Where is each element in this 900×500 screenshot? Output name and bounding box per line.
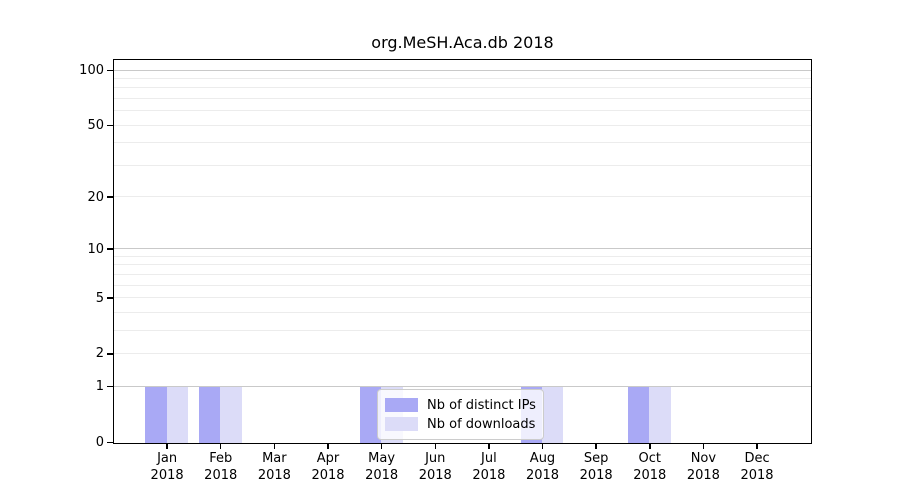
gridline-minor-5	[114, 297, 811, 299]
gridline-minor-60	[114, 110, 811, 112]
gridline-major-1	[114, 385, 811, 387]
x-tick-jan-2018	[166, 444, 168, 449]
gridline-minor-20	[114, 196, 811, 198]
legend-item-downloads: Nb of downloads	[385, 417, 543, 431]
y-tick-0	[107, 441, 113, 444]
x-tick-label-mar-2018: Mar 2018	[257, 451, 291, 483]
y-tick-20	[107, 196, 113, 198]
x-tick-aug-2018	[541, 444, 544, 449]
x-tick-label-feb-2018: Feb 2018	[204, 451, 238, 483]
legend-swatch-distinct-ips	[385, 398, 418, 412]
x-tick-label-nov-2018: Nov 2018	[686, 451, 720, 483]
bar-nb-of-distinct-ips-may-2018	[359, 387, 382, 443]
y-tick-1	[107, 385, 113, 388]
legend-item-distinct-ips: Nb of distinct IPs	[385, 398, 543, 412]
bar-nb-of-downloads-aug-2018	[542, 387, 564, 443]
y-tick-label-50: 50	[87, 118, 104, 134]
x-tick-label-oct-2018: Oct 2018	[633, 451, 667, 483]
bar-nb-of-downloads-jan-2018	[166, 387, 188, 443]
x-tick-label-jul-2018: Jul 2018	[472, 451, 506, 483]
x-tick-jul-2018	[488, 444, 490, 449]
legend: Nb of distinct IPs Nb of downloads	[377, 389, 544, 440]
x-tick-label-may-2018: May 2018	[365, 451, 399, 483]
legend-label-downloads: Nb of downloads	[427, 416, 536, 432]
gridline-major-100	[114, 69, 811, 71]
y-tick-10	[107, 248, 113, 250]
gridline-minor-80	[114, 87, 811, 89]
bar-nb-of-downloads-oct-2018	[649, 387, 671, 443]
gridline-minor-50	[114, 124, 811, 126]
x-tick-label-dec-2018: Dec 2018	[740, 451, 774, 483]
gridline-minor-70	[114, 97, 811, 99]
gridline-minor-9	[114, 255, 811, 257]
legend-swatch-downloads	[385, 417, 418, 431]
x-tick-oct-2018	[649, 444, 651, 449]
x-tick-mar-2018	[273, 444, 276, 449]
legend-label-distinct-ips: Nb of distinct IPs	[427, 397, 536, 413]
y-tick-label-100: 100	[79, 63, 104, 78]
y-tick-label-5: 5	[95, 290, 104, 306]
y-tick-label-10: 10	[87, 241, 104, 257]
bar-nb-of-downloads-feb-2018	[220, 387, 242, 443]
gridline-minor-40	[114, 142, 811, 144]
gridline-minor-2	[114, 352, 811, 354]
gridline-major-10	[114, 248, 811, 250]
gridline-minor-4	[114, 311, 811, 313]
x-tick-apr-2018	[327, 444, 329, 449]
x-tick-may-2018	[380, 444, 383, 449]
y-tick-50	[107, 124, 113, 127]
y-tick-label-0: 0	[95, 435, 104, 450]
x-tick-label-jun-2018: Jun 2018	[418, 451, 452, 483]
y-tick-label-2: 2	[95, 346, 104, 362]
y-tick-2	[107, 353, 113, 355]
x-tick-label-sep-2018: Sep 2018	[579, 451, 613, 483]
y-tick-5	[107, 297, 113, 299]
bar-nb-of-distinct-ips-jan-2018	[145, 387, 167, 443]
y-tick-label-20: 20	[87, 189, 104, 205]
plot-area: Nb of distinct IPs Nb of downloads	[113, 59, 812, 444]
x-tick-label-aug-2018: Aug 2018	[525, 451, 560, 483]
x-tick-nov-2018	[702, 444, 705, 449]
gridline-minor-90	[114, 77, 811, 79]
gridline-minor-8	[114, 264, 811, 266]
x-tick-dec-2018	[756, 444, 758, 449]
y-tick-100	[107, 69, 113, 72]
y-tick-label-1: 1	[95, 379, 104, 395]
gridline-minor-6	[114, 284, 811, 286]
x-tick-sep-2018	[595, 444, 597, 449]
gridline-minor-3	[114, 329, 811, 331]
x-tick-label-jan-2018: Jan 2018	[150, 451, 184, 483]
bar-nb-of-distinct-ips-oct-2018	[627, 387, 650, 443]
chart-title: org.MeSH.Aca.db 2018	[371, 33, 554, 52]
x-tick-label-apr-2018: Apr 2018	[311, 451, 345, 483]
x-tick-feb-2018	[219, 444, 222, 449]
gridline-minor-7	[114, 273, 811, 275]
x-tick-jun-2018	[434, 444, 436, 449]
bar-nb-of-distinct-ips-feb-2018	[198, 387, 221, 443]
gridline-minor-30	[114, 164, 811, 166]
